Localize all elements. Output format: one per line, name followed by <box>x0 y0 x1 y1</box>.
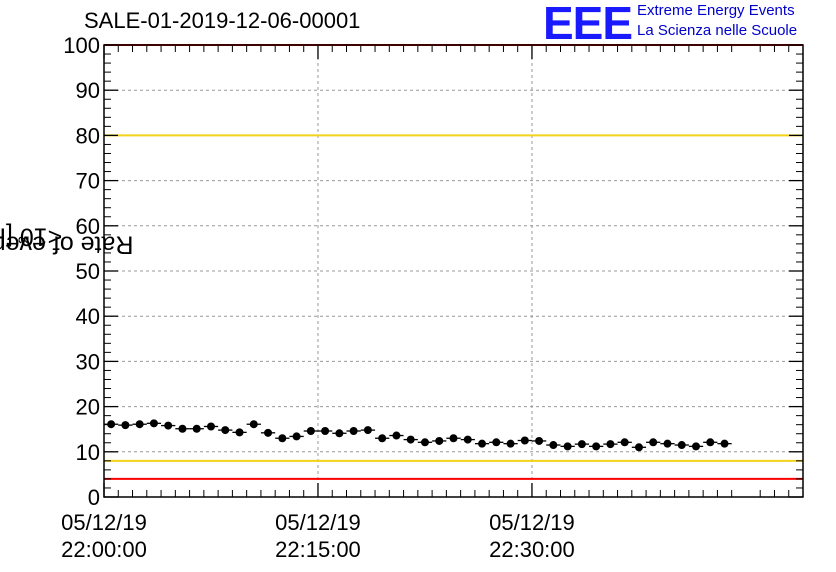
data-point <box>549 441 558 450</box>
data-point <box>463 435 472 444</box>
data-point <box>107 420 116 429</box>
y-tick-label: 0 <box>88 485 100 510</box>
y-tick-label: 100 <box>63 33 100 58</box>
data-point <box>121 421 130 430</box>
data-point <box>178 424 187 433</box>
axis-ticks <box>103 44 803 498</box>
y-tick-label: 10 <box>76 440 100 465</box>
logo-line-1: Extreme Energy Events <box>637 2 795 19</box>
data-point <box>221 426 230 435</box>
x-tick-label-date: 05/12/19 <box>275 510 361 535</box>
x-tick-label-time: 22:00:00 <box>61 537 147 562</box>
data-point <box>634 443 643 452</box>
y-tick-labels: 0 10 20 30 40 50 60 70 80 90 100 <box>63 33 100 510</box>
x-tick-label-date: 05/12/19 <box>61 510 147 535</box>
data-point <box>149 419 158 428</box>
data-point <box>206 422 215 431</box>
x-tick-label-time: 22:30:00 <box>489 537 575 562</box>
data-point <box>435 436 444 445</box>
data-point <box>649 438 658 447</box>
data-point <box>563 442 572 451</box>
y-tick-label: 50 <box>76 259 100 284</box>
eee-logo: EEE <box>543 0 633 49</box>
plot-frame <box>103 44 804 498</box>
data-point <box>577 440 586 449</box>
data-point <box>378 434 387 443</box>
data-point <box>264 428 273 437</box>
x-tick-label-time: 22:15:00 <box>275 537 361 562</box>
data-point <box>235 428 244 437</box>
data-point <box>663 439 672 448</box>
x-tick-labels: 05/12/1922:00:0005/12/1922:15:0005/12/19… <box>61 510 575 562</box>
data-point <box>406 435 415 444</box>
chart-title: SALE-01-2019-12-06-00001 <box>84 8 361 33</box>
data-point <box>420 438 429 447</box>
reference-lines <box>104 44 803 480</box>
data-point <box>192 424 201 433</box>
data-point <box>249 420 258 429</box>
data-point <box>135 420 144 429</box>
y-tick-label: 30 <box>76 349 100 374</box>
y-tick-label: 60 <box>76 214 100 239</box>
data-point <box>506 439 515 448</box>
data-point <box>592 442 601 451</box>
data-point <box>692 442 701 451</box>
data-point <box>492 438 501 447</box>
data-point <box>535 436 544 445</box>
y-axis-label-rest: <10 [Hz] <box>0 222 63 251</box>
y-tick-label: 20 <box>76 395 100 420</box>
data-point <box>335 429 344 438</box>
data-point <box>349 427 358 436</box>
grid-lines <box>104 45 803 497</box>
logo-line-2: La Scienza nelle Scuole <box>637 22 798 39</box>
y-tick-label: 40 <box>76 304 100 329</box>
data-point <box>677 441 686 450</box>
data-point <box>306 427 315 436</box>
data-point <box>449 434 458 443</box>
data-point <box>164 421 173 430</box>
data-point <box>321 427 330 436</box>
data-point <box>520 436 529 445</box>
data-point <box>606 440 615 449</box>
data-point <box>363 426 372 435</box>
data-point <box>392 431 401 440</box>
data-point <box>720 439 729 448</box>
x-tick-label-date: 05/12/19 <box>489 510 575 535</box>
data-point <box>278 434 287 443</box>
data-point <box>292 432 301 441</box>
data-point <box>620 438 629 447</box>
data-point <box>478 439 487 448</box>
y-tick-label: 70 <box>76 169 100 194</box>
y-tick-label: 90 <box>76 78 100 103</box>
data-points <box>104 419 732 452</box>
y-tick-label: 80 <box>76 123 100 148</box>
data-point <box>706 438 715 447</box>
